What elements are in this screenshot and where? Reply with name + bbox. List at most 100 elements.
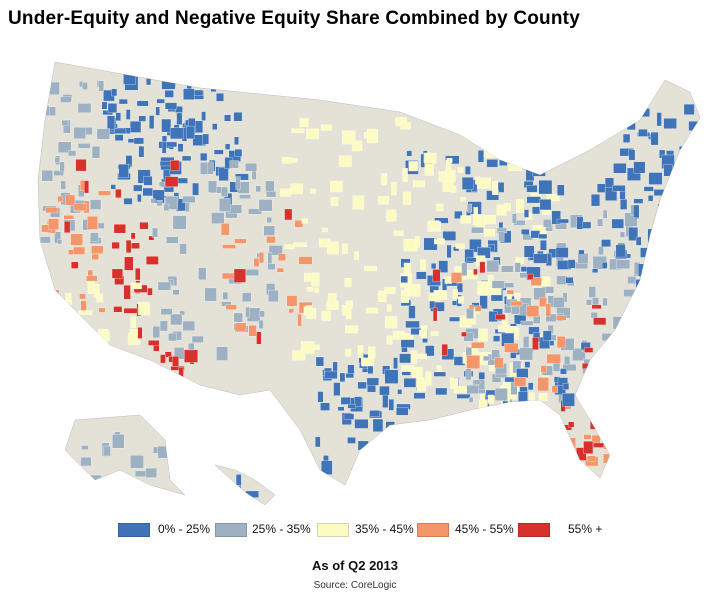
county-patch bbox=[408, 161, 419, 172]
county-patch bbox=[184, 349, 198, 363]
county-patch bbox=[457, 167, 464, 173]
county-patch bbox=[492, 181, 499, 196]
county-patch bbox=[159, 160, 172, 167]
county-patch bbox=[477, 150, 485, 163]
county-patch bbox=[340, 397, 351, 405]
county-patch bbox=[136, 100, 149, 107]
county-patch bbox=[386, 304, 392, 312]
county-patch bbox=[113, 224, 126, 234]
county-patch bbox=[601, 239, 611, 247]
county-patch bbox=[221, 272, 235, 280]
county-patch bbox=[82, 82, 88, 90]
county-patch bbox=[255, 185, 261, 193]
county-patch bbox=[364, 460, 371, 471]
county-patch bbox=[486, 159, 499, 168]
county-patch bbox=[304, 273, 311, 282]
county-patch bbox=[156, 98, 165, 104]
county-patch bbox=[160, 308, 173, 315]
county-patch bbox=[267, 252, 273, 266]
county-patch bbox=[446, 244, 452, 259]
county-patch bbox=[115, 112, 121, 121]
county-patch bbox=[118, 163, 129, 178]
county-patch bbox=[386, 335, 393, 345]
county-patch bbox=[161, 118, 172, 133]
county-patch bbox=[551, 385, 558, 393]
county-patch bbox=[210, 87, 217, 92]
county-patch bbox=[233, 112, 243, 122]
legend-swatch-25-35 bbox=[215, 523, 247, 537]
county-patch bbox=[319, 238, 331, 248]
county-patch bbox=[176, 112, 183, 125]
county-patch bbox=[130, 242, 140, 249]
county-patch bbox=[351, 140, 363, 152]
county-patch bbox=[675, 181, 681, 196]
county-patch bbox=[458, 296, 464, 304]
county-patch bbox=[560, 368, 567, 375]
county-patch bbox=[258, 320, 264, 329]
county-patch bbox=[425, 345, 435, 357]
county-patch bbox=[188, 343, 195, 351]
county-patch bbox=[592, 268, 599, 273]
county-patch bbox=[683, 103, 695, 115]
county-patch bbox=[219, 198, 231, 212]
county-patch bbox=[583, 441, 594, 454]
county-patch bbox=[556, 336, 566, 349]
county-patch bbox=[400, 339, 415, 348]
county-patch bbox=[70, 233, 83, 246]
county-patch bbox=[142, 187, 153, 197]
county-patch bbox=[532, 337, 539, 350]
county-patch bbox=[591, 194, 601, 207]
county-patch bbox=[179, 243, 187, 255]
county-patch bbox=[435, 387, 448, 396]
county-patch bbox=[268, 245, 283, 256]
county-patch bbox=[663, 164, 673, 177]
county-patch bbox=[648, 172, 663, 185]
county-patch bbox=[53, 302, 62, 312]
county-patch bbox=[165, 196, 178, 210]
county-patch bbox=[315, 356, 324, 367]
county-patch bbox=[130, 282, 142, 290]
county-patch bbox=[417, 353, 427, 359]
county-patch bbox=[578, 249, 585, 255]
county-patch bbox=[239, 194, 251, 199]
county-patch bbox=[229, 160, 239, 169]
county-patch bbox=[364, 265, 377, 272]
county-patch bbox=[486, 260, 500, 273]
county-patch bbox=[146, 256, 159, 265]
county-patch bbox=[301, 218, 308, 224]
county-patch bbox=[256, 331, 262, 345]
county-patch bbox=[357, 345, 364, 358]
county-patch bbox=[68, 150, 77, 157]
county-patch bbox=[498, 231, 505, 242]
county-patch bbox=[123, 285, 131, 300]
county-patch bbox=[44, 105, 50, 116]
county-patch bbox=[338, 155, 352, 167]
county-patch bbox=[588, 379, 594, 387]
county-patch bbox=[75, 368, 86, 373]
county-patch bbox=[628, 227, 639, 241]
county-patch bbox=[663, 118, 677, 129]
county-patch bbox=[327, 293, 337, 306]
county-patch bbox=[384, 287, 396, 294]
county-patch bbox=[526, 185, 538, 193]
county-patch bbox=[543, 219, 552, 228]
county-patch bbox=[222, 244, 236, 249]
county-patch bbox=[397, 427, 407, 435]
county-patch bbox=[98, 80, 104, 92]
county-patch bbox=[315, 436, 321, 448]
county-patch bbox=[424, 163, 434, 176]
county-patch bbox=[324, 370, 338, 379]
county-patch bbox=[511, 213, 517, 224]
county-patch bbox=[91, 245, 104, 254]
county-patch bbox=[395, 117, 403, 127]
county-patch bbox=[276, 267, 284, 273]
county-patch bbox=[125, 239, 132, 254]
county-patch bbox=[74, 337, 82, 352]
county-patch bbox=[138, 301, 150, 316]
county-patch bbox=[504, 203, 511, 211]
county-patch bbox=[399, 353, 412, 364]
county-patch bbox=[110, 184, 116, 190]
legend-swatch-0-25 bbox=[118, 523, 150, 537]
county-patch bbox=[123, 197, 133, 205]
